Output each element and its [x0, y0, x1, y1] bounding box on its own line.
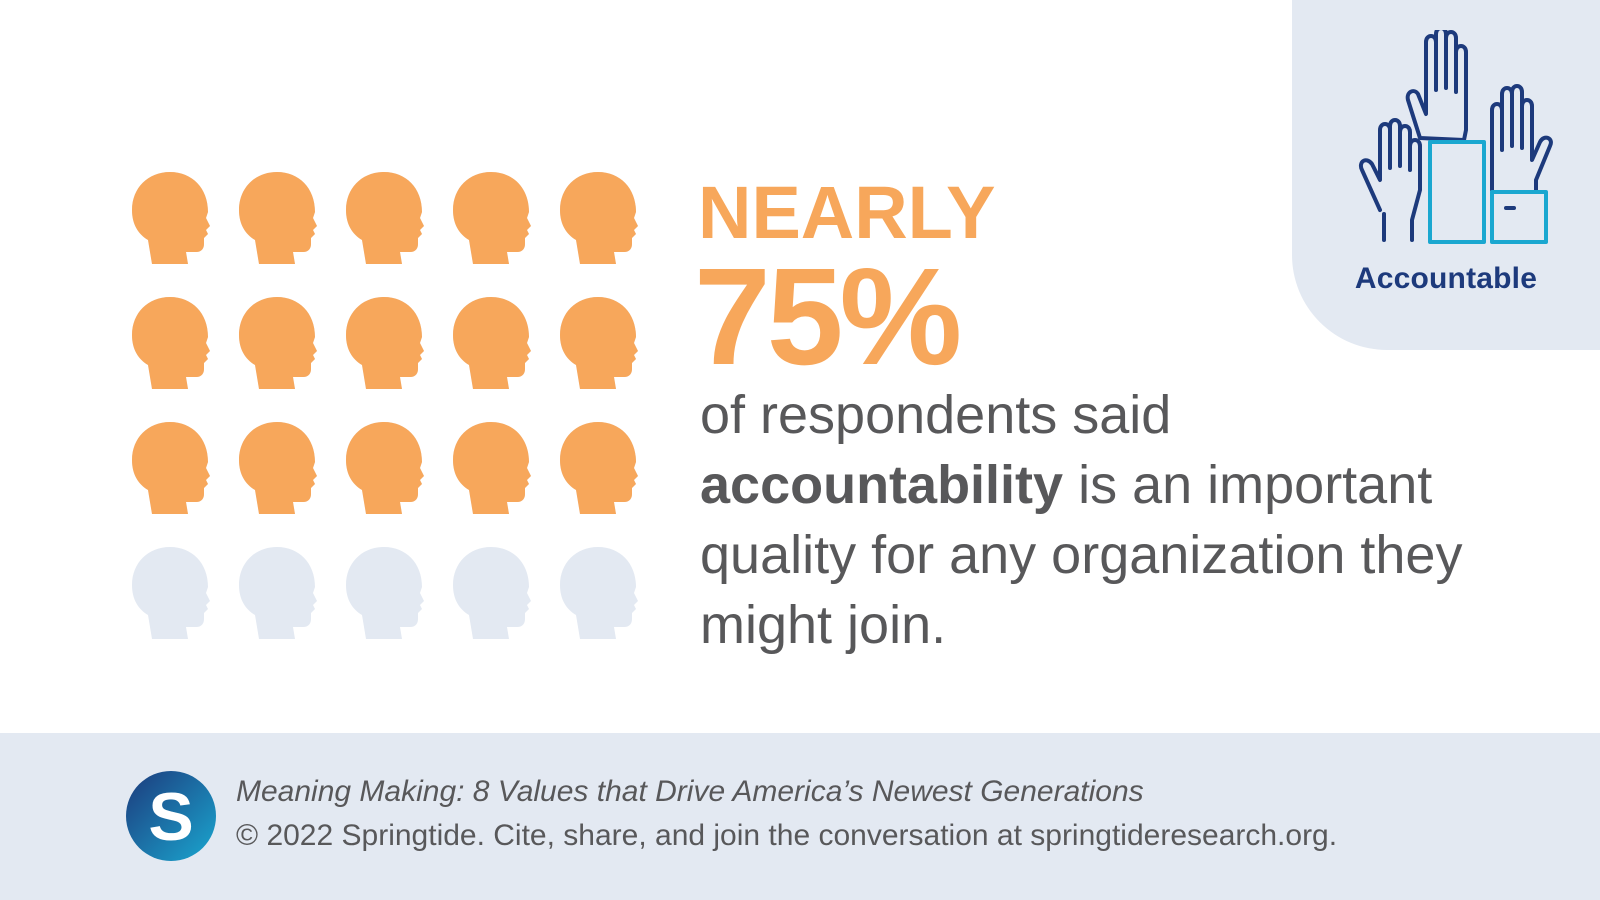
- logo-letter: S: [148, 779, 193, 855]
- footer-credit: © 2022 Springtide. Cite, share, and join…: [236, 819, 1338, 852]
- head-profile-icon: [447, 293, 535, 393]
- head-profile-icon: [126, 168, 214, 268]
- head-profile-icon: [554, 543, 642, 643]
- head-profile-icon: [126, 293, 214, 393]
- springtide-s-logo[interactable]: S: [125, 770, 217, 862]
- stat-desc-after: is an important quality for any organiza…: [700, 455, 1463, 655]
- raised-hands-icon: [1359, 30, 1553, 244]
- heads-grid: [126, 168, 646, 658]
- head-profile-icon: [554, 168, 642, 268]
- footer: S Meaning Making: 8 Values that Drive Am…: [0, 733, 1600, 900]
- badge-panel: Accountable: [1292, 0, 1600, 350]
- head-profile-icon: [340, 293, 428, 393]
- head-profile-icon: [340, 543, 428, 643]
- stat-value: 75%: [694, 240, 962, 394]
- head-profile-icon: [233, 168, 321, 268]
- stat-desc-highlight: accountability: [700, 455, 1064, 515]
- stat-desc-before: of respondents said: [700, 385, 1172, 445]
- head-profile-icon: [340, 418, 428, 518]
- footer-title: Meaning Making: 8 Values that Drive Amer…: [236, 775, 1144, 808]
- head-profile-icon: [233, 418, 321, 518]
- badge-label: Accountable: [1354, 262, 1538, 295]
- head-profile-icon: [233, 543, 321, 643]
- stat-qualifier: NEARLY: [698, 171, 996, 254]
- head-profile-icon: [126, 543, 214, 643]
- head-profile-icon: [340, 168, 428, 268]
- head-profile-icon: [447, 418, 535, 518]
- stat-description: of respondents said accountability is an…: [700, 380, 1520, 660]
- head-profile-icon: [554, 293, 642, 393]
- head-profile-icon: [554, 418, 642, 518]
- head-profile-icon: [233, 293, 321, 393]
- head-profile-icon: [126, 418, 214, 518]
- head-profile-icon: [447, 168, 535, 268]
- head-profile-icon: [447, 543, 535, 643]
